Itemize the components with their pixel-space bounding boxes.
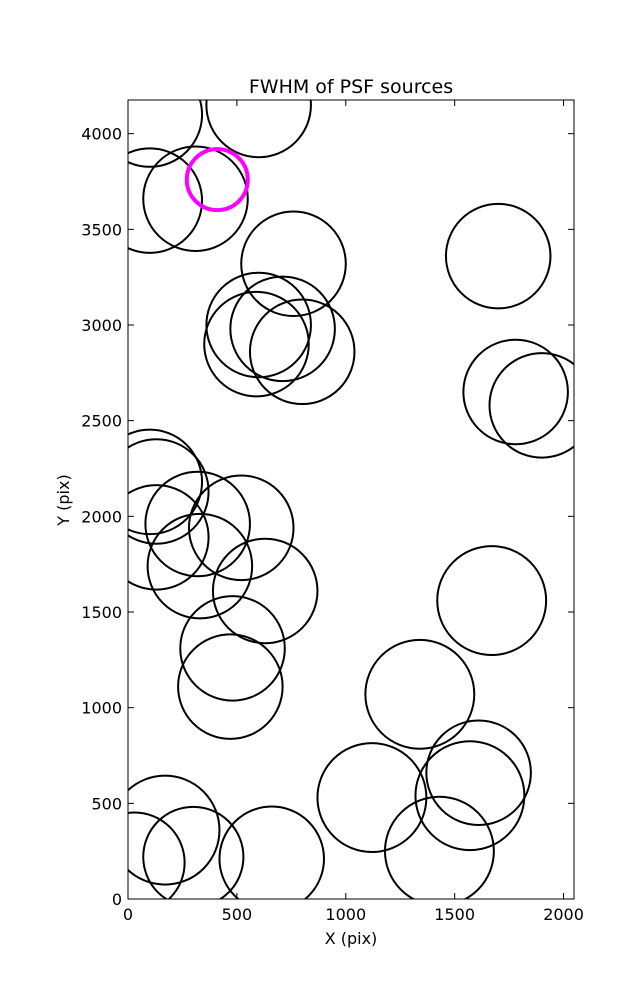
- y-tick-label: 2000: [81, 507, 122, 526]
- x-tick-label: 500: [222, 905, 253, 924]
- y-tick-label: 2500: [81, 412, 122, 431]
- psf-circle: [187, 474, 295, 582]
- psf-circle: [142, 145, 249, 252]
- psf-circle: [146, 512, 254, 620]
- y-axis-label: Y (pix): [54, 474, 73, 526]
- x-tick-label: 1500: [434, 905, 475, 924]
- psf-circle: [128, 428, 204, 536]
- y-axis: 0 500 1000 1500 2000 2500 3000 3500 4000: [81, 125, 574, 909]
- psf-circles: [128, 100, 574, 899]
- plot-frame: [127, 99, 575, 900]
- y-tick-label: 0: [112, 890, 122, 909]
- psf-circle: [364, 638, 476, 750]
- x-axis: 0 500 1000 1500 2000: [123, 100, 584, 924]
- plot-area: [128, 100, 574, 899]
- y-tick-label: 3500: [81, 220, 122, 239]
- psf-circle: [128, 484, 210, 591]
- psf-circle: [240, 210, 347, 318]
- chart-title: FWHM of PSF sources: [249, 76, 453, 98]
- psf-circle: [203, 290, 310, 398]
- y-tick-label: 4000: [81, 125, 122, 144]
- x-tick-label: 1000: [325, 905, 366, 924]
- psf-circle: [444, 202, 552, 310]
- y-tick-label: 1500: [81, 603, 122, 622]
- psf-circle: [205, 271, 312, 379]
- psf-circle: [425, 719, 532, 826]
- psf-circle: [128, 811, 186, 899]
- psf-circle: [229, 275, 336, 383]
- psf-circle: [436, 545, 548, 656]
- y-tick-label: 1000: [81, 699, 122, 718]
- psf-circle-highlight: [184, 147, 250, 213]
- psf-circle: [128, 774, 221, 886]
- psf-circle: [488, 352, 574, 459]
- psf-circle: [142, 805, 245, 899]
- psf-circle: [128, 100, 204, 168]
- x-axis-label: X (pix): [325, 929, 378, 948]
- psf-circle: [177, 633, 284, 740]
- psf-circle: [462, 338, 569, 446]
- x-tick-label: 0: [123, 905, 133, 924]
- y-tick-label: 3000: [81, 316, 122, 335]
- psf-circle: [248, 298, 356, 406]
- x-tick-label: 2000: [543, 905, 584, 924]
- psf-circle: [383, 795, 495, 899]
- psf-circle: [128, 147, 204, 254]
- psf-circle: [128, 438, 210, 545]
- y-tick-label: 500: [91, 794, 122, 813]
- psf-circle: [414, 740, 526, 852]
- psf-circle: [211, 537, 319, 645]
- psf-circle: [218, 805, 325, 899]
- psf-circle: [179, 595, 286, 702]
- psf-circle: [205, 100, 312, 159]
- psf-circle: [144, 470, 251, 578]
